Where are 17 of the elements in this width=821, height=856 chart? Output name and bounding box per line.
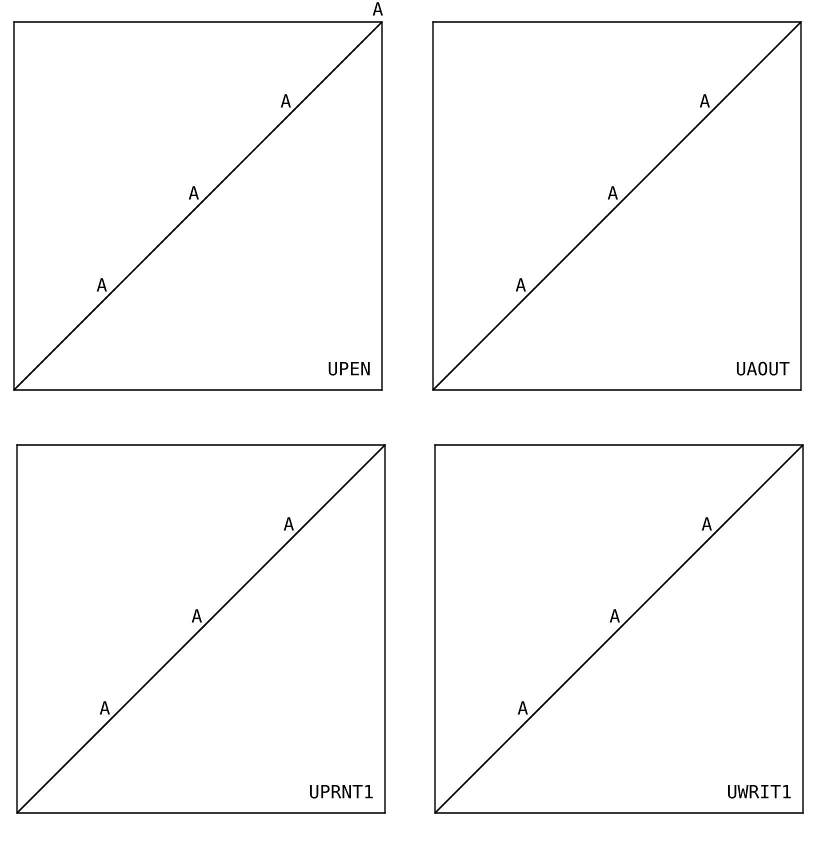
text: UPRNT1 xyxy=(310,785,373,798)
annotation: A xyxy=(700,94,710,108)
annotation: A xyxy=(96,278,107,292)
annotation: A xyxy=(192,609,202,622)
text: UPEN xyxy=(328,362,370,376)
text: UWRIT1 xyxy=(728,785,791,798)
annotation: A xyxy=(516,278,526,292)
annotation: A xyxy=(188,186,199,200)
annotation: A xyxy=(284,517,294,530)
text: A xyxy=(372,2,383,16)
annotation: A xyxy=(100,701,110,714)
annotation: A xyxy=(702,517,712,530)
annotation: A xyxy=(610,609,620,622)
annotation: A xyxy=(518,701,528,714)
annotation: A xyxy=(280,94,291,108)
text: UAOUT xyxy=(736,362,790,376)
annotation: A xyxy=(608,186,618,200)
